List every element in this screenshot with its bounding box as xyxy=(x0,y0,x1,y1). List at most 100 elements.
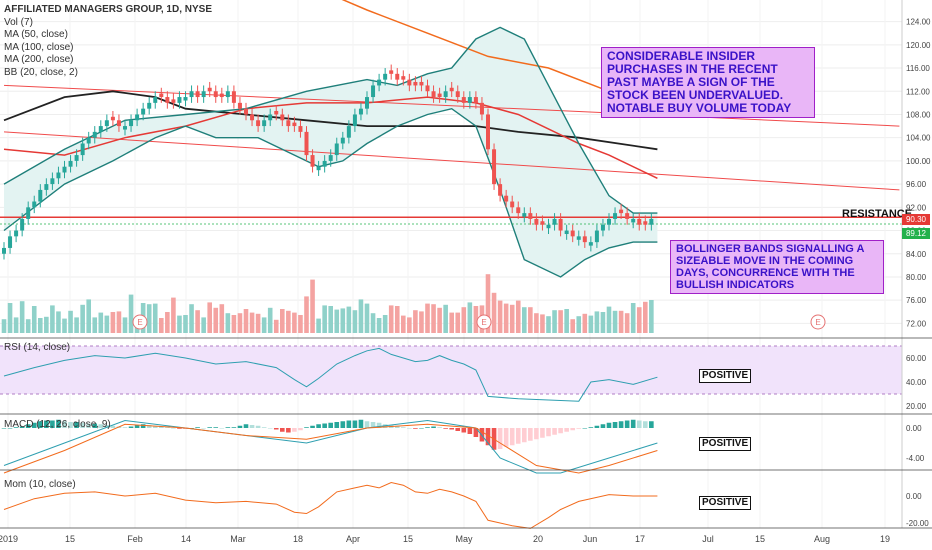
candle-body xyxy=(177,97,182,103)
macd-histogram-bar xyxy=(38,421,43,428)
candle-body xyxy=(225,91,230,98)
macd-histogram-bar xyxy=(286,428,291,433)
trendline-upper xyxy=(3,84,900,127)
macd-line xyxy=(3,419,658,474)
candle-body xyxy=(292,122,297,127)
volume-bar xyxy=(509,304,515,333)
candle-body xyxy=(328,155,333,161)
volume-bar xyxy=(636,307,642,333)
volume-bar xyxy=(491,292,497,333)
volume-bar xyxy=(195,310,200,333)
volume-bar xyxy=(358,299,364,333)
candle-body xyxy=(358,108,363,115)
macd-histogram-bar xyxy=(213,427,219,428)
main-legend: AFFILIATED MANAGERS GROUP, 1D, NYSE Vol … xyxy=(4,4,212,79)
candle-body xyxy=(395,73,400,80)
candle-body xyxy=(129,120,134,127)
candle-body xyxy=(449,87,454,92)
volume-bar xyxy=(92,317,98,333)
x-tick-label: 2019 xyxy=(0,534,18,544)
volume-bar xyxy=(183,315,188,333)
price-tick-label: 72.00 xyxy=(906,319,927,328)
rsi-band xyxy=(0,346,902,394)
x-tick-label: May xyxy=(455,534,473,544)
macd-histogram-bar xyxy=(207,427,212,428)
volume-bar xyxy=(467,302,473,333)
macd-histogram-bar xyxy=(630,419,636,428)
legend-bb: BB (20, close, 2) xyxy=(4,66,78,78)
x-tick-label: 18 xyxy=(293,534,303,544)
volume-bar xyxy=(62,318,67,333)
candle-body xyxy=(516,207,521,214)
volume-bar xyxy=(649,300,654,333)
candles xyxy=(2,64,654,260)
candle-body xyxy=(401,76,406,80)
macd-histogram-bar xyxy=(467,428,473,434)
macd-histogram-bar xyxy=(437,427,442,428)
candle-body xyxy=(274,110,279,115)
candle-body xyxy=(346,126,351,138)
volume-bar xyxy=(534,313,539,333)
volume-bar xyxy=(280,309,285,333)
earnings-marker xyxy=(476,314,492,330)
volume-bar xyxy=(515,300,521,333)
candle-body xyxy=(504,195,509,202)
macd-histogram-bar xyxy=(346,420,352,428)
candle-body xyxy=(237,102,242,109)
legend-ma50: MA (50, close) xyxy=(4,29,68,40)
volume-bar xyxy=(558,310,563,333)
macd-histogram-bar xyxy=(177,428,182,429)
bollinger-upper xyxy=(3,26,658,214)
candle-body xyxy=(44,184,49,190)
candle-body xyxy=(213,91,218,98)
insider-annotation: CONSIDERABLE INSIDER PURCHASES IN THE RE… xyxy=(601,47,815,118)
macd-histogram-bar xyxy=(171,428,176,429)
macd-histogram-bar xyxy=(443,428,448,429)
candle-body xyxy=(613,213,618,219)
price-tick-label: 124.00 xyxy=(906,18,931,27)
candle-body xyxy=(607,218,611,225)
volume-bar xyxy=(461,307,467,333)
volume-bar xyxy=(576,316,582,333)
candle-body xyxy=(455,91,460,98)
candle-body xyxy=(377,79,382,86)
macd-histogram-bar xyxy=(394,425,400,428)
volume-bar xyxy=(407,317,412,333)
price-tick-label: 96.00 xyxy=(906,180,927,189)
volume-bar xyxy=(116,311,122,333)
macd-histogram-bar xyxy=(485,428,491,446)
candle-body xyxy=(86,137,91,144)
candle-body xyxy=(280,114,285,121)
volume-bar xyxy=(1,319,7,333)
macd-histogram-bar xyxy=(56,419,61,428)
macd-histogram-bar xyxy=(364,421,370,428)
x-tick-label: Feb xyxy=(127,534,143,544)
candle-body xyxy=(26,207,31,219)
candle-body xyxy=(98,126,103,132)
volume-bar xyxy=(431,304,436,333)
macd-histogram-bar xyxy=(237,425,243,428)
macd-histogram-bar xyxy=(140,424,146,428)
last-price-label: 89.12 xyxy=(902,228,930,239)
volume-bar xyxy=(334,309,340,333)
volume-bar xyxy=(437,307,442,333)
macd-histogram-bar xyxy=(98,424,104,428)
candle-body xyxy=(643,221,648,225)
volume-bar xyxy=(388,305,394,333)
rsi-tick-label: 40.00 xyxy=(906,378,927,387)
volume-bar xyxy=(376,318,382,333)
volume-bar xyxy=(219,304,225,333)
volume-bar xyxy=(38,318,43,333)
earnings-marker xyxy=(132,314,148,330)
candle-body xyxy=(2,247,6,254)
candle-body xyxy=(431,91,436,98)
macd-histogram-bar xyxy=(370,422,376,428)
candle-body xyxy=(389,70,394,74)
macd-histogram-bar xyxy=(449,428,454,430)
macd-histogram-bar xyxy=(612,422,618,428)
rsi-line xyxy=(3,347,658,402)
candle-body xyxy=(310,155,315,167)
macd-histogram-bar xyxy=(401,427,406,428)
volume-bar xyxy=(80,304,85,333)
